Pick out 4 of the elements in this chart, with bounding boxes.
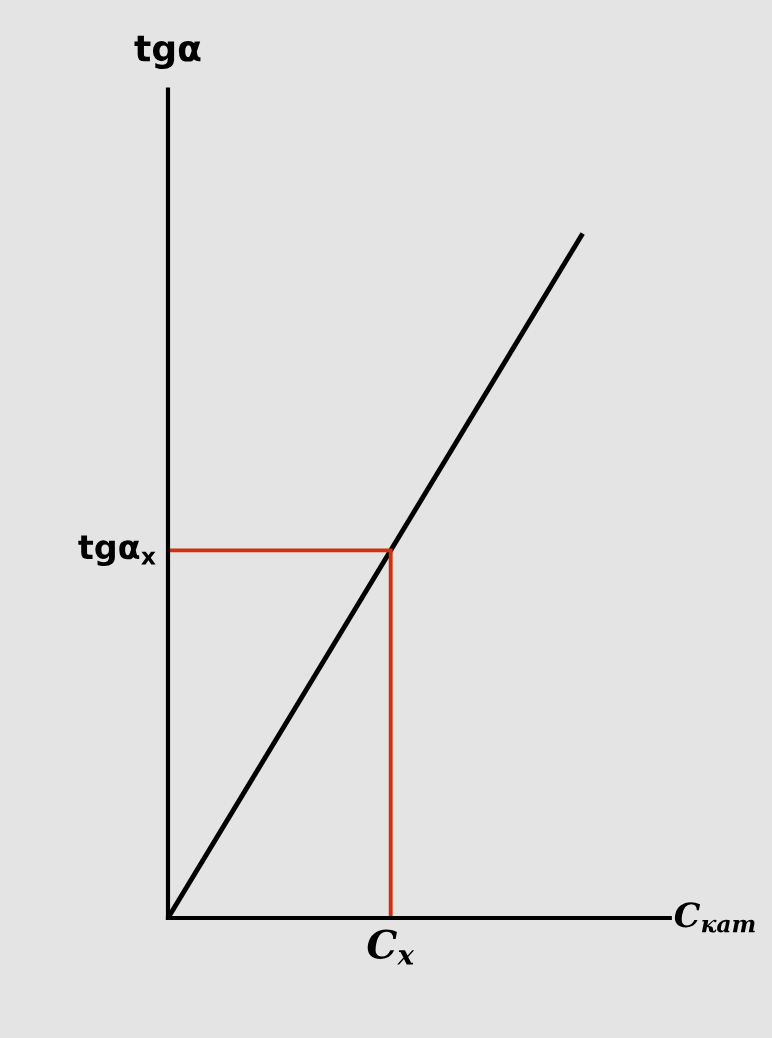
ref-line-label: tgα$_{x}$ (78, 535, 156, 567)
y-axis-title: tgα (134, 35, 201, 69)
x-axis-title: C$_{кат}$ (674, 902, 755, 933)
text: C$_{x}$ (367, 929, 415, 965)
